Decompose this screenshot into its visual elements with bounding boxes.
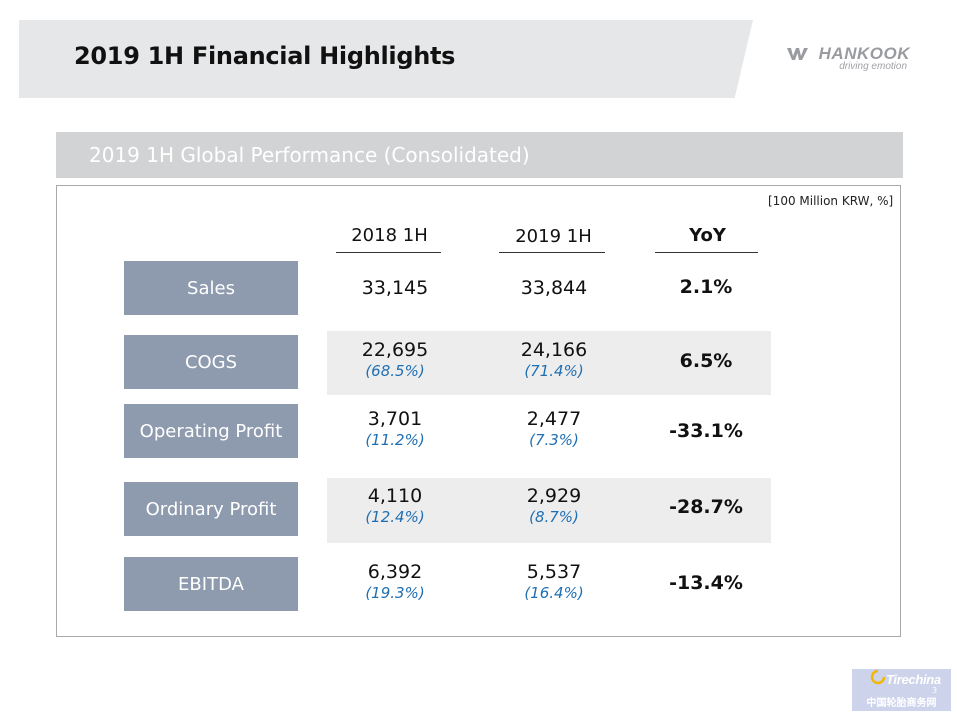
tirechina-watermark: Tirechina 中国轮胎商务网 xyxy=(852,669,951,711)
row-label-cogs: COGS xyxy=(124,335,298,389)
yoy-sales: 2.1% xyxy=(679,276,733,298)
hankook-flag-icon xyxy=(787,48,808,60)
cell-value: 4,110 xyxy=(367,485,423,507)
page-number: 3 xyxy=(932,686,938,695)
yoy-cogs: 6.5% xyxy=(679,350,733,372)
unit-note: [100 Million KRW, %] xyxy=(768,194,894,208)
watermark-subtitle: 中国轮胎商务网 xyxy=(866,698,937,709)
row-label-ordinary-profit: Ordinary Profit xyxy=(124,482,298,536)
table-frame xyxy=(56,185,901,637)
section-title: 2019 1H Global Performance (Consolidated… xyxy=(89,143,530,167)
column-header-2019-1h: 2019 1H xyxy=(515,226,592,247)
cell-value: 5,537 xyxy=(526,561,582,583)
column-header-2018-1h: 2018 1H xyxy=(351,225,428,246)
row-shade-ordinary-profit xyxy=(327,478,771,543)
table-cell-cogs-2019: 24,166 (71.4%) xyxy=(484,339,624,381)
cell-value: 33,145 xyxy=(361,277,429,299)
page-title: 2019 1H Financial Highlights xyxy=(74,42,456,70)
cell-value: 3,701 xyxy=(367,408,423,430)
cell-value: 2,477 xyxy=(526,408,582,430)
table-cell-cogs-2018: 22,695 (68.5%) xyxy=(325,339,465,381)
column-header-underline xyxy=(336,252,441,253)
cell-ratio: (71.4%) xyxy=(524,362,584,380)
cell-ratio: (12.4%) xyxy=(365,508,425,526)
yoy-ebitda: -13.4% xyxy=(669,572,743,594)
row-label-ebitda: EBITDA xyxy=(124,557,298,611)
row-label-sales: Sales xyxy=(124,261,298,315)
column-header-underline xyxy=(655,252,758,253)
table-cell-ebitda-2018: 6,392 (19.3%) xyxy=(325,561,465,603)
cell-ratio: (8.7%) xyxy=(529,508,579,526)
cell-ratio: (16.4%) xyxy=(524,584,584,602)
logo-tagline: driving emotion xyxy=(839,61,907,72)
hankook-logo: HANKOOK driving emotion xyxy=(785,44,910,74)
row-shade-cogs xyxy=(327,331,771,395)
table-cell-operating-profit-2019: 2,477 (7.3%) xyxy=(484,408,624,450)
table-cell-ordinary-profit-2018: 4,110 (12.4%) xyxy=(325,485,465,527)
column-header-underline xyxy=(499,252,605,253)
yoy-operating-profit: -33.1% xyxy=(669,420,743,442)
header-band xyxy=(19,20,753,98)
cell-ratio: (7.3%) xyxy=(529,431,579,449)
cell-ratio: (68.5%) xyxy=(365,362,425,380)
cell-value: 24,166 xyxy=(520,339,588,361)
watermark-brand: Tirechina xyxy=(886,672,941,687)
cell-value: 22,695 xyxy=(361,339,429,361)
yoy-ordinary-profit: -28.7% xyxy=(669,496,743,518)
row-label-operating-profit: Operating Profit xyxy=(124,404,298,458)
table-cell-operating-profit-2018: 3,701 (11.2%) xyxy=(325,408,465,450)
cell-value: 33,844 xyxy=(520,277,588,299)
tirechina-logo-icon xyxy=(870,669,886,685)
table-cell-sales-2018: 33,145 xyxy=(325,277,465,299)
section-band xyxy=(56,132,903,178)
cell-value: 6,392 xyxy=(367,561,423,583)
cell-value: 2,929 xyxy=(526,485,582,507)
cell-ratio: (11.2%) xyxy=(365,431,425,449)
column-header-yoy: YoY xyxy=(689,225,726,246)
cell-ratio: (19.3%) xyxy=(365,584,425,602)
table-cell-ebitda-2019: 5,537 (16.4%) xyxy=(484,561,624,603)
table-cell-ordinary-profit-2019: 2,929 (8.7%) xyxy=(484,485,624,527)
table-cell-sales-2019: 33,844 xyxy=(484,277,624,299)
logo-brand: HANKOOK xyxy=(818,44,910,63)
